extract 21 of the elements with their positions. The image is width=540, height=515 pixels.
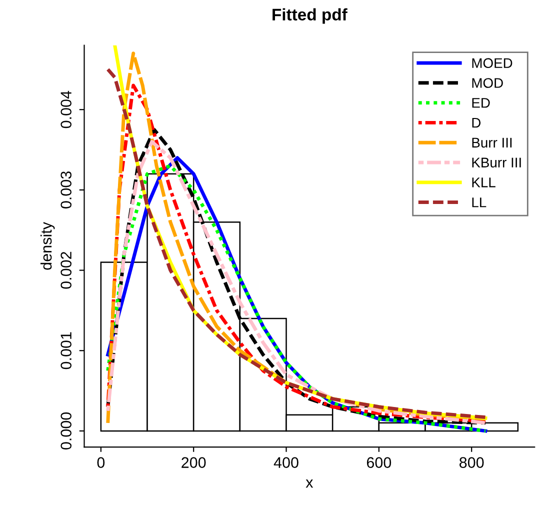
x-tick-label: 400 (274, 457, 298, 468)
legend-label: ED (472, 98, 490, 108)
x-tick-label: 800 (460, 457, 484, 468)
y-tick-label: 0.004 (60, 90, 72, 128)
legend-label: Burr III (472, 138, 512, 148)
legend-label: D (472, 118, 481, 128)
legend-label: MOD (472, 78, 503, 88)
y-tick-label: 0.002 (60, 252, 72, 289)
x-tick-label: 600 (366, 457, 392, 468)
y-tick-label: 0.000 (60, 412, 72, 450)
legend-label: KLL (472, 178, 496, 188)
x-tick-label: 200 (182, 457, 206, 468)
y-tick-label: 0.001 (60, 332, 72, 370)
y-axis-title: density (40, 222, 55, 270)
legend-label: KBurr III (472, 158, 521, 168)
x-axis-title: x (306, 480, 314, 488)
chart-title: Fitted pdf (272, 8, 348, 24)
legend-label: MOED (472, 58, 512, 68)
x-tick-label: 0 (97, 457, 105, 468)
y-tick-label: 0.003 (60, 171, 72, 208)
legend-label: LL (472, 198, 486, 208)
